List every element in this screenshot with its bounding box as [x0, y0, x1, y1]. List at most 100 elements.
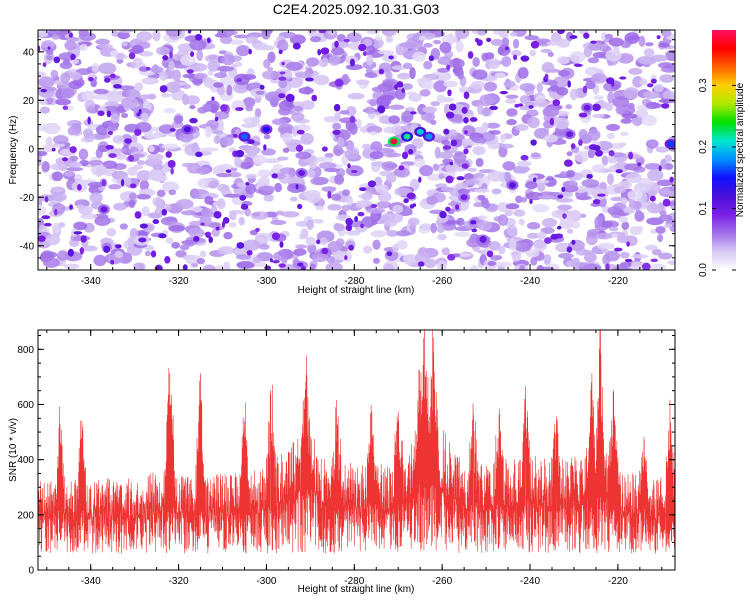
spectrogram-blob — [447, 89, 452, 94]
spectrogram-blob — [597, 193, 606, 197]
spectrogram-blob — [330, 193, 342, 201]
spectrogram-blob — [239, 194, 247, 201]
spectrogram-blob — [307, 243, 317, 254]
spectrogram-blob — [81, 90, 95, 102]
spectrogram-blob — [110, 113, 120, 124]
spectrogram-blob — [226, 84, 233, 96]
spectrogram-blob — [230, 167, 238, 172]
spectrogram-blob — [371, 86, 389, 93]
spectrogram-blob — [189, 117, 198, 124]
spectrogram-blob — [291, 112, 305, 122]
spectrogram-blob — [318, 30, 327, 34]
spectrogram-blob — [463, 148, 469, 155]
spectrogram-blob — [655, 146, 670, 153]
spectrogram-blob — [366, 30, 380, 35]
spectrogram-blob — [119, 223, 128, 230]
spectrogram-blob — [471, 228, 478, 233]
spectrogram-blob — [627, 189, 643, 200]
colorbar: 0.0 0.1 0.2 0.3 Normalized spectral amplitu… — [698, 30, 746, 277]
spectrogram-blob — [63, 263, 80, 270]
spectrogram-blob — [283, 69, 293, 80]
spectrogram-blob — [141, 206, 150, 217]
spectrogram-blob — [477, 220, 493, 231]
spectrogram-blob — [128, 192, 137, 200]
spectrogram-blob — [571, 257, 581, 270]
spectrogram-blob — [604, 33, 614, 40]
spectrogram-blob — [378, 68, 385, 75]
spectrogram-blob — [593, 95, 605, 100]
spectrogram-blob — [536, 266, 555, 270]
spectrogram-blob — [416, 77, 427, 84]
spectrogram-blob — [152, 219, 160, 225]
spectrogram-blob — [208, 180, 219, 189]
spectrogram-blob — [339, 110, 350, 115]
spectrogram-blob — [162, 55, 169, 61]
spectrogram-blob — [376, 201, 392, 209]
spectrogram-blob — [570, 143, 576, 150]
spectrogram-blob — [295, 183, 299, 190]
spectrogram-blob — [381, 161, 397, 171]
spectrogram-blob — [82, 245, 98, 252]
y-tick-label: 400 — [17, 455, 34, 466]
spectrogram-blob — [115, 52, 125, 60]
spectrogram-blob — [573, 63, 583, 67]
spectrogram-blob — [505, 94, 519, 99]
spectrogram-blob — [364, 106, 375, 114]
spectrogram-blob — [537, 231, 547, 240]
spectrogram-blob — [503, 80, 516, 88]
spectrogram-blob — [306, 169, 316, 178]
spectrogram-blob — [146, 66, 151, 71]
spectrogram-blob — [257, 169, 271, 178]
spectrogram-blob — [440, 186, 453, 192]
spectrogram-blob — [546, 40, 564, 46]
spectrogram-blob — [294, 244, 308, 249]
spectrogram-blob — [530, 256, 538, 266]
spectrogram-blob — [563, 159, 573, 167]
spectrogram-blob — [388, 115, 400, 124]
spectrogram-blob — [306, 192, 321, 204]
spectrogram-blob — [95, 38, 110, 45]
spectrogram-blob — [659, 188, 673, 195]
spectrogram-blob — [362, 216, 373, 228]
spectrogram-blob — [68, 162, 82, 168]
spectrogram-blob — [173, 115, 184, 124]
spectrogram-blob — [323, 167, 340, 173]
spectrogram-blob — [267, 67, 274, 72]
spectrogram-peak-core — [262, 126, 270, 133]
spectrogram-blob — [334, 40, 339, 48]
spectrogram-blob — [118, 85, 135, 91]
spectrogram-blob — [107, 124, 119, 132]
spectrogram-blob — [103, 245, 111, 254]
spectrogram-blob — [89, 192, 103, 204]
spectrogram-blob — [327, 203, 342, 211]
spectrogram-blob — [375, 184, 389, 195]
spectrogram-peak-core — [566, 131, 574, 138]
spectrogram-blob — [165, 30, 182, 37]
spectrogram-blob — [255, 90, 265, 95]
snr-panel: -340 -320 -300 -280 -260 -240 -220 0 200 400 600 80… — [8, 329, 676, 595]
spectrogram-blob — [639, 78, 648, 86]
spectrogram-blob — [316, 239, 321, 245]
spectrogram-blob — [495, 261, 512, 268]
spectrogram-peak-core — [460, 194, 468, 201]
spectrogram-blob — [542, 106, 560, 117]
spectrogram-blob — [613, 186, 626, 194]
spectrogram-blob — [321, 247, 329, 255]
spectrogram-blob — [487, 260, 497, 267]
x-tick-label: -340 — [81, 576, 101, 587]
spectrogram-blob — [63, 170, 75, 177]
spectrogram-blob — [445, 206, 451, 212]
spectrogram-blob — [121, 41, 129, 47]
spectrogram-blob — [44, 86, 57, 92]
spectrogram-blob — [300, 228, 309, 238]
spectrogram-blob — [213, 82, 224, 88]
spectrogram-blob — [262, 70, 277, 80]
spectrogram-blob — [497, 214, 509, 227]
spectrogram-blob — [148, 170, 164, 182]
spectrogram-blob — [197, 106, 208, 114]
spectrogram-blob — [590, 40, 597, 44]
spectrogram-blob — [168, 60, 175, 72]
spectrogram-blob — [390, 213, 404, 223]
x-tick-label: -300 — [256, 276, 276, 287]
spectrogram-blob — [476, 39, 483, 46]
